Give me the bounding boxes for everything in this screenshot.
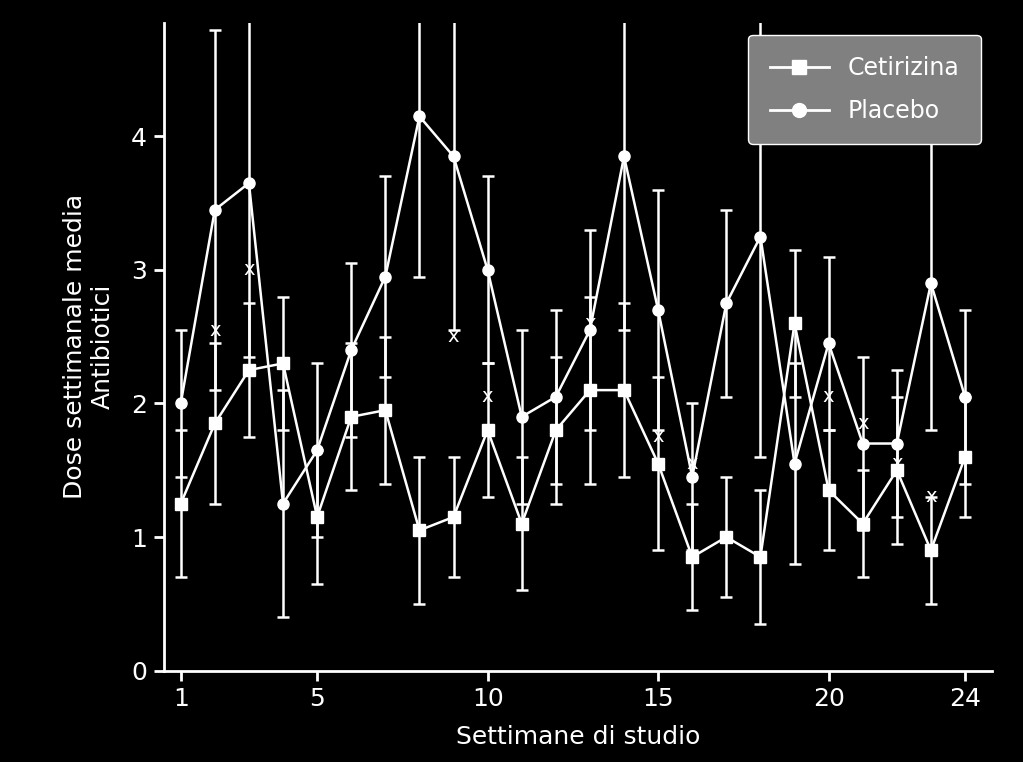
Text: x: x (925, 488, 937, 507)
Text: x: x (209, 321, 221, 340)
Legend: Cetirizina, Placebo: Cetirizina, Placebo (749, 34, 980, 144)
Text: x: x (686, 454, 698, 473)
Text: x: x (653, 427, 664, 447)
Text: x: x (243, 261, 255, 280)
Y-axis label: Dose settimanale media
Antibiotici: Dose settimanale media Antibiotici (62, 194, 115, 499)
Text: x: x (857, 414, 869, 433)
Text: x: x (448, 327, 459, 346)
Text: x: x (584, 314, 595, 333)
Text: x: x (891, 454, 902, 473)
Text: x: x (482, 387, 493, 406)
Text: x: x (822, 387, 835, 406)
X-axis label: Settimane di studio: Settimane di studio (456, 725, 700, 749)
